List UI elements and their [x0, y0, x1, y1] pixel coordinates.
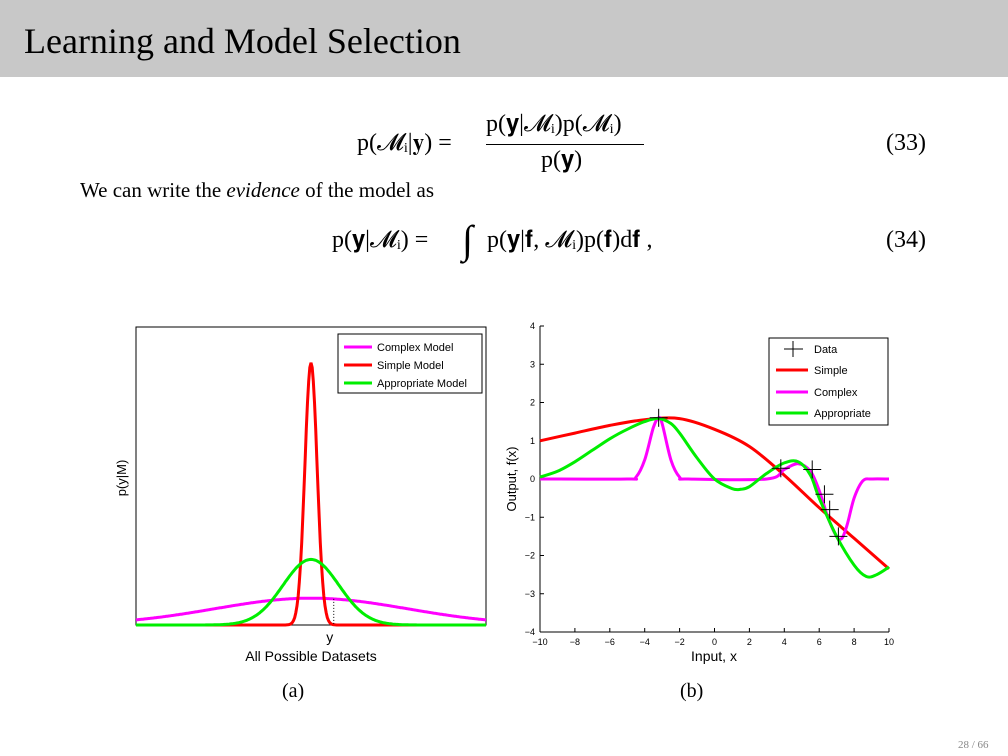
fig-b-xtick-label: −10	[532, 637, 547, 647]
eq34-lhs: p(𝐲|𝓜ᵢ) =	[332, 227, 429, 253]
fig-b-curve-simple	[539, 416, 890, 571]
fig-b-ytick-label: 0	[530, 474, 535, 484]
fig-b-legend-simple: Simple	[814, 365, 848, 377]
fig-b-data-point	[803, 460, 822, 479]
fig-a-axes-box	[135, 326, 487, 626]
fig-b-xtick-label: −2	[674, 637, 684, 647]
fig-b-data-point	[820, 500, 839, 519]
eq33-number: (33)	[886, 130, 926, 156]
fig-b-legend-data: Data	[814, 344, 838, 356]
fig-a-legend-simple: Simple Model	[377, 360, 444, 372]
fig-b-ytick-label: −1	[525, 512, 535, 522]
fig-b-ytick-label: 1	[530, 436, 535, 446]
fig-b-ytick-label: −3	[525, 589, 535, 599]
fig-a-y-marker-label: y	[326, 629, 333, 645]
fig-b-ytick-label: 4	[530, 321, 535, 331]
fig-b-legend: Data Simple Complex Appropriate	[768, 337, 889, 426]
eq34-number: (34)	[886, 227, 926, 253]
fig-a-legend: Complex Model Simple Model Appropriate M…	[337, 333, 483, 394]
eq33-denominator: p(𝐲)	[541, 147, 583, 173]
title-bar: Learning and Model Selection	[0, 0, 1008, 77]
fig-b-xtick-label: −6	[605, 637, 615, 647]
caption-a: (a)	[282, 680, 305, 702]
fig-b-xtick-label: 10	[884, 637, 894, 647]
evidence-sentence: We can write the evidence of the model a…	[80, 178, 434, 203]
fig-b-ylabel: Output, f(x)	[504, 446, 519, 511]
caption-b: (b)	[680, 680, 704, 702]
fig-b-ytick-label: −4	[525, 627, 535, 637]
fig-b-xtick-label: −4	[640, 637, 650, 647]
fig-b-curves	[539, 415, 890, 579]
fig-a-legend-appropriate: Appropriate Model	[377, 378, 467, 390]
fig-a-curve-simple-model	[136, 362, 486, 627]
fig-a-curves	[135, 362, 487, 627]
eq34-rhs: p(𝐲|𝐟, 𝓜ᵢ)p(𝐟)d𝐟 ,	[487, 227, 653, 253]
fig-b-xtick-label: 0	[712, 637, 717, 647]
fig-b-data-points	[649, 408, 848, 546]
fig-b-xtick-label: −8	[570, 637, 580, 647]
fig-a-legend-complex: Complex Model	[377, 342, 453, 354]
fig-a-xlabel: All Possible Datasets	[245, 648, 377, 664]
eq34-integral: ∫	[462, 217, 473, 262]
text-before: We can write the	[80, 178, 227, 202]
fig-b-data-point	[815, 485, 834, 504]
fig-b-legend-complex: Complex	[814, 387, 858, 399]
fig-b-ytick-label: −2	[525, 551, 535, 561]
fig-b-data-point	[829, 527, 848, 546]
fig-b-data-point	[771, 459, 790, 478]
fig-b-ytick-label: 2	[530, 398, 535, 408]
fig-a-ylabel: p(y|M)	[114, 460, 129, 497]
fig-a-curve-appropriate-model	[136, 557, 486, 627]
fig-b-xtick-label: 2	[747, 637, 752, 647]
fig-b-curve-appropriate	[539, 417, 890, 579]
slide-title: Learning and Model Selection	[24, 21, 461, 61]
text-emph: evidence	[226, 178, 300, 202]
fig-b-legend-appropriate: Appropriate	[814, 408, 871, 420]
fig-b-curve-complex	[539, 415, 890, 541]
text-after: of the model as	[299, 178, 434, 202]
figure-a-chart: Complex Model Simple Model Appropriate M…	[114, 326, 487, 664]
fig-a-curve-complex-model	[135, 596, 487, 622]
fig-b-xtick-label: 8	[852, 637, 857, 647]
fig-b-ytick-label: 3	[530, 359, 535, 369]
eq33-fraction-bar	[486, 144, 644, 145]
eq33-lhs: p(𝓜ᵢ|𝐲) =	[357, 130, 452, 156]
fig-b-legend-box	[768, 337, 889, 426]
page-number: 28 / 66	[958, 739, 989, 751]
fig-b-data-point	[649, 408, 668, 427]
eq33-numerator: p(𝐲|𝓜ᵢ)p(𝓜ᵢ)	[486, 111, 622, 137]
fig-b-xtick-label: 4	[782, 637, 787, 647]
fig-b-xtick-label: 6	[817, 637, 822, 647]
fig-b-xlabel: Input, x	[691, 648, 737, 664]
